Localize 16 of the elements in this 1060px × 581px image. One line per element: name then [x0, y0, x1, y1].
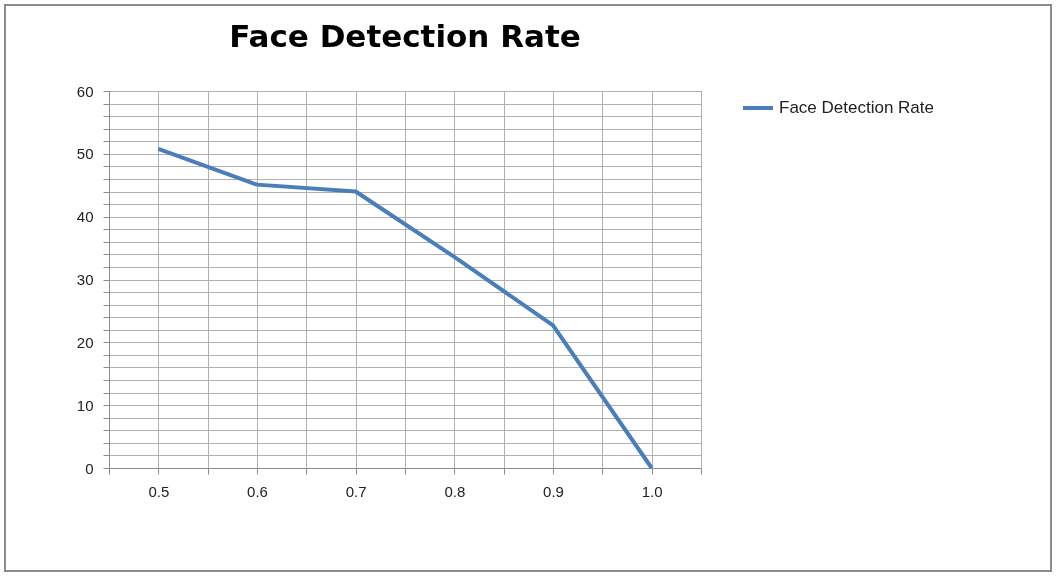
- y-tick-label: 60: [76, 82, 94, 100]
- x-tick-label: 0.6: [247, 482, 268, 500]
- y-tick-label: 30: [76, 271, 94, 288]
- chart-title: Face Detection Rate: [229, 18, 581, 54]
- y-tick-label: 20: [76, 333, 94, 351]
- x-tick-label: 0.7: [345, 482, 367, 500]
- x-tick-label: 0.5: [148, 482, 170, 500]
- x-tick-label: 1.0: [641, 482, 663, 500]
- y-tick-label: 40: [76, 208, 94, 226]
- line-series: [156, 146, 654, 470]
- x-tick-label: 0.9: [543, 482, 564, 500]
- y-tick-label: 0: [85, 459, 94, 477]
- y-tick-label: 50: [76, 145, 94, 163]
- x-tick-label: 0.8: [444, 482, 466, 500]
- legend-label: Face Detection Rate: [779, 98, 934, 117]
- y-tick-label: 10: [76, 396, 94, 414]
